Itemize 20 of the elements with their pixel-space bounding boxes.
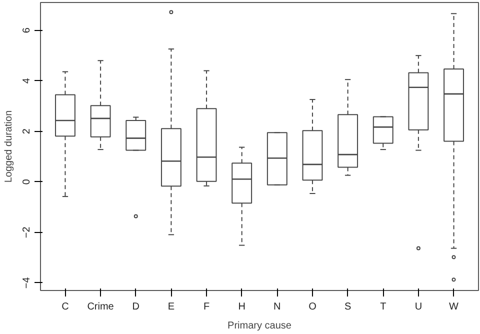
y-tick-label: 0 (22, 178, 32, 185)
y-tick-label: 4 (22, 78, 32, 84)
x-tick-label: U (414, 302, 422, 312)
x-tick-label: D (132, 302, 140, 312)
x-axis-title: Primary cause (228, 320, 292, 332)
x-tick-label: H (238, 302, 246, 312)
y-axis-title: Logged duration (4, 110, 14, 183)
x-tick-label: S (344, 302, 352, 312)
y-tick-label: −2 (22, 226, 32, 238)
x-tick-label: O (308, 302, 317, 312)
y-tick-label: 6 (22, 27, 32, 34)
x-tick-label: T (380, 302, 386, 312)
x-tick-label: F (203, 302, 210, 312)
x-tick-label: N (274, 302, 281, 312)
x-tick-label: C (62, 302, 69, 312)
x-tick-label: W (449, 302, 460, 312)
x-tick-label: E (168, 302, 175, 312)
y-tick-label: 2 (22, 128, 32, 134)
y-tick-label: −4 (22, 276, 32, 289)
x-tick-label: Crime (87, 302, 114, 312)
